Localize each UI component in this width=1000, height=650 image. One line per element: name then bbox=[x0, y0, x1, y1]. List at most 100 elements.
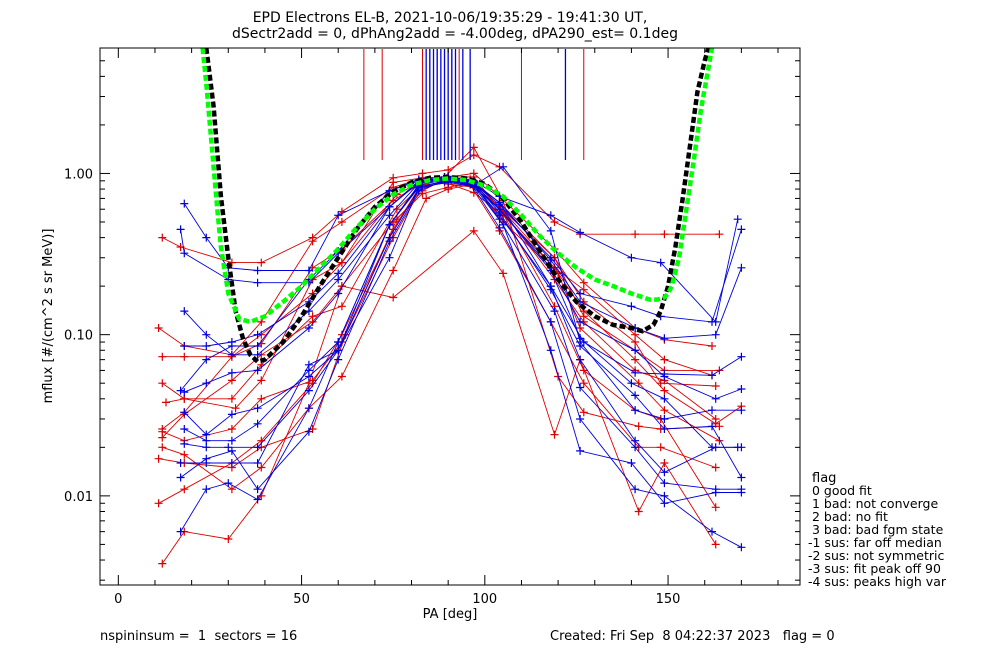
data-point-plus bbox=[708, 342, 716, 350]
data-point-plus bbox=[737, 385, 746, 393]
data-point-plus bbox=[304, 324, 313, 332]
data-point-plus bbox=[660, 394, 669, 403]
data-point-plus bbox=[158, 559, 167, 568]
data-point-plus bbox=[656, 379, 665, 388]
data-point-plus bbox=[176, 386, 185, 395]
data-point-plus bbox=[227, 485, 236, 494]
data-point-plus bbox=[253, 419, 262, 428]
data-point-plus bbox=[154, 324, 163, 332]
data-point-plus bbox=[202, 355, 211, 364]
x-axis-label: PA [deg] bbox=[423, 607, 478, 622]
data-point-plus bbox=[304, 427, 313, 436]
data-point-plus bbox=[180, 388, 189, 397]
data-point-plus bbox=[737, 473, 746, 482]
data-point-plus bbox=[546, 346, 555, 355]
data-point-plus bbox=[737, 443, 746, 452]
fit-curve bbox=[204, 48, 711, 364]
data-point-plus bbox=[180, 425, 189, 433]
data-point-plus bbox=[627, 253, 636, 262]
data-point-plus bbox=[660, 479, 669, 488]
data-point-plus bbox=[660, 468, 669, 477]
data-point-plus bbox=[711, 463, 720, 472]
data-point-plus bbox=[546, 285, 555, 294]
data-point-plus bbox=[495, 223, 504, 232]
data-point-plus bbox=[660, 386, 669, 395]
data-point-plus bbox=[631, 436, 640, 445]
data-point-plus bbox=[227, 410, 236, 419]
data-point-plus bbox=[162, 398, 170, 407]
data-point-plus bbox=[253, 278, 262, 287]
data-point-plus bbox=[737, 352, 746, 361]
data-point-plus bbox=[227, 446, 236, 455]
data-point-plus bbox=[176, 459, 185, 467]
data-point-plus bbox=[253, 485, 262, 494]
data-point-plus bbox=[176, 527, 185, 536]
legend-entry: -3 sus: fit peak off 90 bbox=[808, 561, 941, 576]
data-point-plus bbox=[176, 225, 185, 234]
data-point-plus bbox=[337, 302, 346, 311]
data-point-plus bbox=[495, 198, 504, 207]
data-point-plus bbox=[337, 282, 346, 291]
chart-title: EPD Electrons EL-B, 2021-10-06/19:35:29 … bbox=[253, 10, 648, 26]
y-axis-label: mflux [#/(cm^2 s sr MeV)] bbox=[41, 229, 56, 404]
plot-frame bbox=[99, 47, 801, 586]
data-point-plus bbox=[257, 394, 266, 403]
legend-entry: -1 sus: far off median bbox=[808, 535, 942, 550]
data-point-plus bbox=[715, 422, 724, 431]
data-point-plus bbox=[334, 346, 343, 355]
data-point-plus bbox=[334, 211, 343, 220]
y-tick-label: 0.10 bbox=[64, 329, 93, 344]
data-point-plus bbox=[711, 394, 720, 403]
data-point-plus bbox=[202, 454, 211, 463]
data-point-plus bbox=[660, 499, 669, 508]
series-line bbox=[180, 181, 742, 532]
legend-entry: 1 bad: not converge bbox=[808, 496, 938, 511]
data-point-plus bbox=[422, 194, 431, 203]
axis-layer: 0 50 100 150 0.01 0.10 1.00 bbox=[64, 47, 800, 607]
chart-subtitle: dSectr2add = 0, dPhAng2add = -4.00deg, d… bbox=[232, 26, 678, 42]
data-point-plus bbox=[180, 450, 189, 459]
data-point-plus bbox=[737, 406, 746, 415]
legend-entry: -4 sus: peaks high var bbox=[808, 574, 947, 589]
data-point-plus bbox=[576, 289, 585, 298]
data-point-plus bbox=[711, 443, 720, 452]
peak-marker-layer bbox=[363, 49, 585, 160]
data-point-plus bbox=[158, 433, 167, 442]
series-line bbox=[162, 180, 742, 430]
x-tick-label: 100 bbox=[472, 592, 497, 607]
data-point-plus bbox=[202, 233, 211, 242]
data-point-plus bbox=[180, 408, 189, 417]
data-point-plus bbox=[227, 459, 236, 467]
data-point-plus bbox=[708, 406, 716, 415]
data-point-plus bbox=[546, 211, 555, 220]
data-point-plus bbox=[202, 485, 211, 494]
data-point-plus bbox=[631, 391, 640, 400]
x-tick-label: 0 bbox=[114, 592, 122, 607]
data-point-plus bbox=[308, 233, 317, 242]
data-point-plus bbox=[337, 218, 346, 226]
data-point-plus bbox=[660, 491, 669, 500]
data-layer bbox=[154, 143, 746, 568]
data-point-plus bbox=[660, 459, 669, 467]
data-point-plus bbox=[660, 372, 669, 381]
series-line bbox=[161, 181, 720, 438]
data-point-plus bbox=[660, 334, 669, 343]
data-point-plus bbox=[576, 383, 585, 392]
data-point-plus bbox=[227, 368, 236, 377]
data-point-plus bbox=[389, 178, 398, 187]
data-point-plus bbox=[158, 352, 167, 361]
data-point-plus bbox=[708, 527, 716, 536]
data-point-plus bbox=[550, 307, 559, 316]
data-point-plus bbox=[224, 443, 233, 452]
data-point-plus bbox=[304, 379, 313, 388]
data-point-plus bbox=[227, 338, 236, 346]
legend-title: flag bbox=[812, 471, 836, 486]
data-point-plus bbox=[334, 289, 343, 298]
series-line bbox=[162, 154, 720, 264]
series-line bbox=[180, 178, 738, 448]
data-point-plus bbox=[334, 338, 343, 346]
data-point-plus bbox=[631, 338, 640, 346]
y-tick-label: 1.00 bbox=[64, 167, 93, 182]
data-point-plus bbox=[469, 169, 478, 178]
data-point-plus bbox=[579, 285, 588, 294]
